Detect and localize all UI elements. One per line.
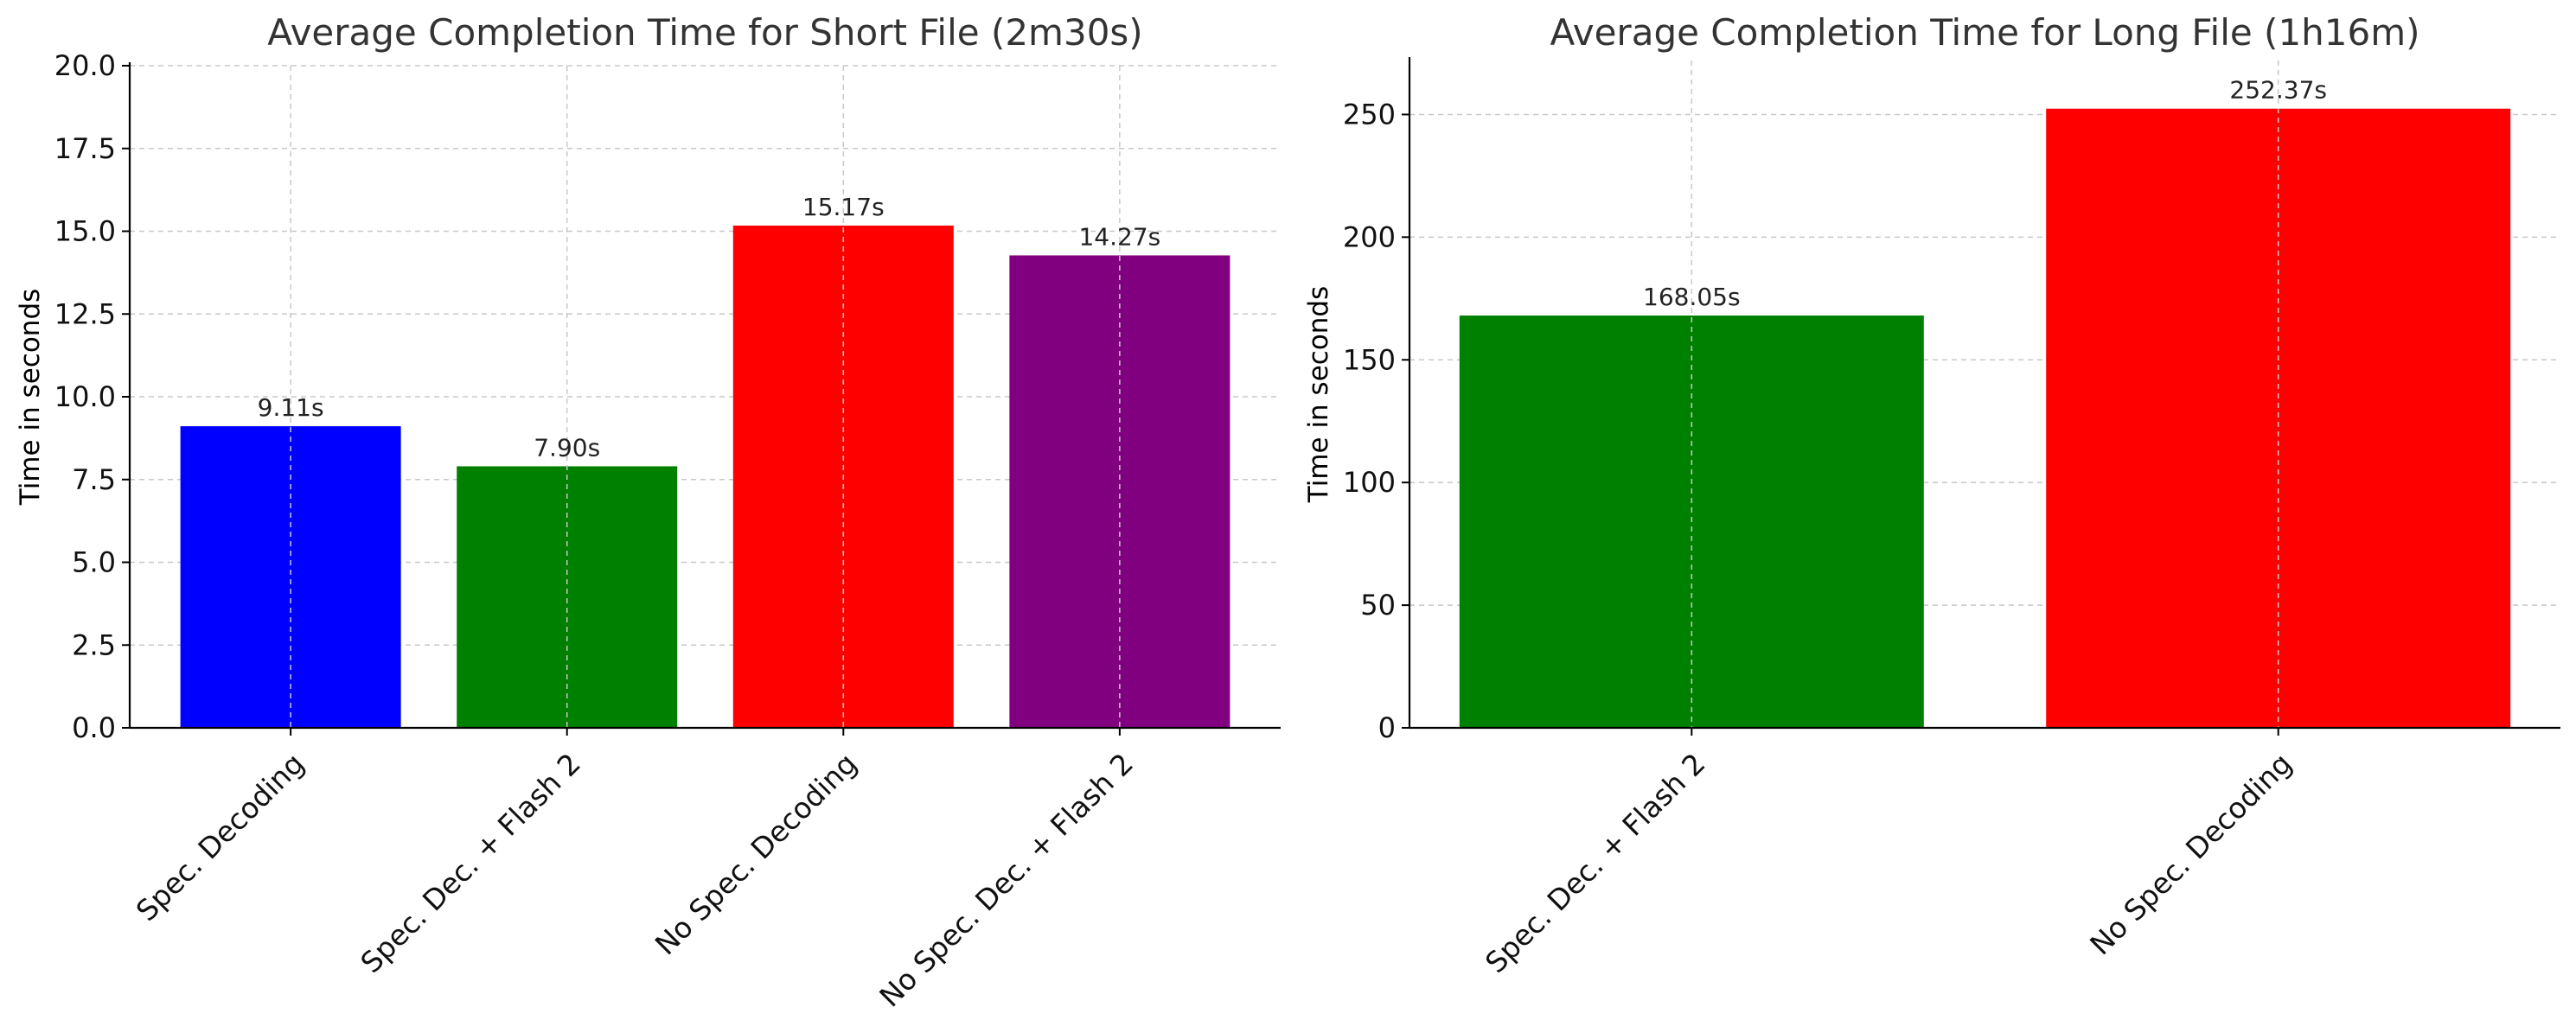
y-tick-label: 0.0: [72, 711, 116, 744]
chart-title: Average Completion Time for Short File (…: [267, 11, 1142, 54]
y-axis-label: Time in seconds: [15, 289, 46, 507]
y-tick-label: 150: [1343, 343, 1396, 376]
data-label: 7.90s: [534, 433, 600, 462]
data-label: 14.27s: [1078, 222, 1160, 251]
data-label: 15.17s: [802, 193, 885, 221]
data-label: 168.05s: [1643, 283, 1741, 311]
y-tick-label: 10.0: [54, 380, 116, 413]
y-axis-label: Time in seconds: [1303, 286, 1334, 504]
y-tick-label: 250: [1343, 98, 1396, 131]
y-tick-label: 17.5: [54, 132, 116, 165]
y-tick-label: 20.0: [54, 49, 116, 82]
y-tick-label: 15.0: [54, 215, 116, 248]
y-tick-label: 200: [1343, 220, 1396, 253]
y-tick-label: 5.0: [72, 546, 116, 579]
y-tick-label: 7.5: [72, 463, 116, 496]
y-tick-label: 50: [1360, 589, 1396, 622]
y-tick-label: 2.5: [72, 628, 116, 661]
chart-title: Average Completion Time for Long File (1…: [1550, 11, 2419, 54]
y-tick-label: 12.5: [54, 297, 116, 330]
y-tick-label: 0: [1378, 711, 1396, 744]
y-tick-label: 100: [1343, 466, 1396, 499]
bar-1: [180, 426, 401, 728]
data-label: 9.11s: [258, 393, 324, 422]
data-label: 252.37s: [2229, 76, 2327, 105]
